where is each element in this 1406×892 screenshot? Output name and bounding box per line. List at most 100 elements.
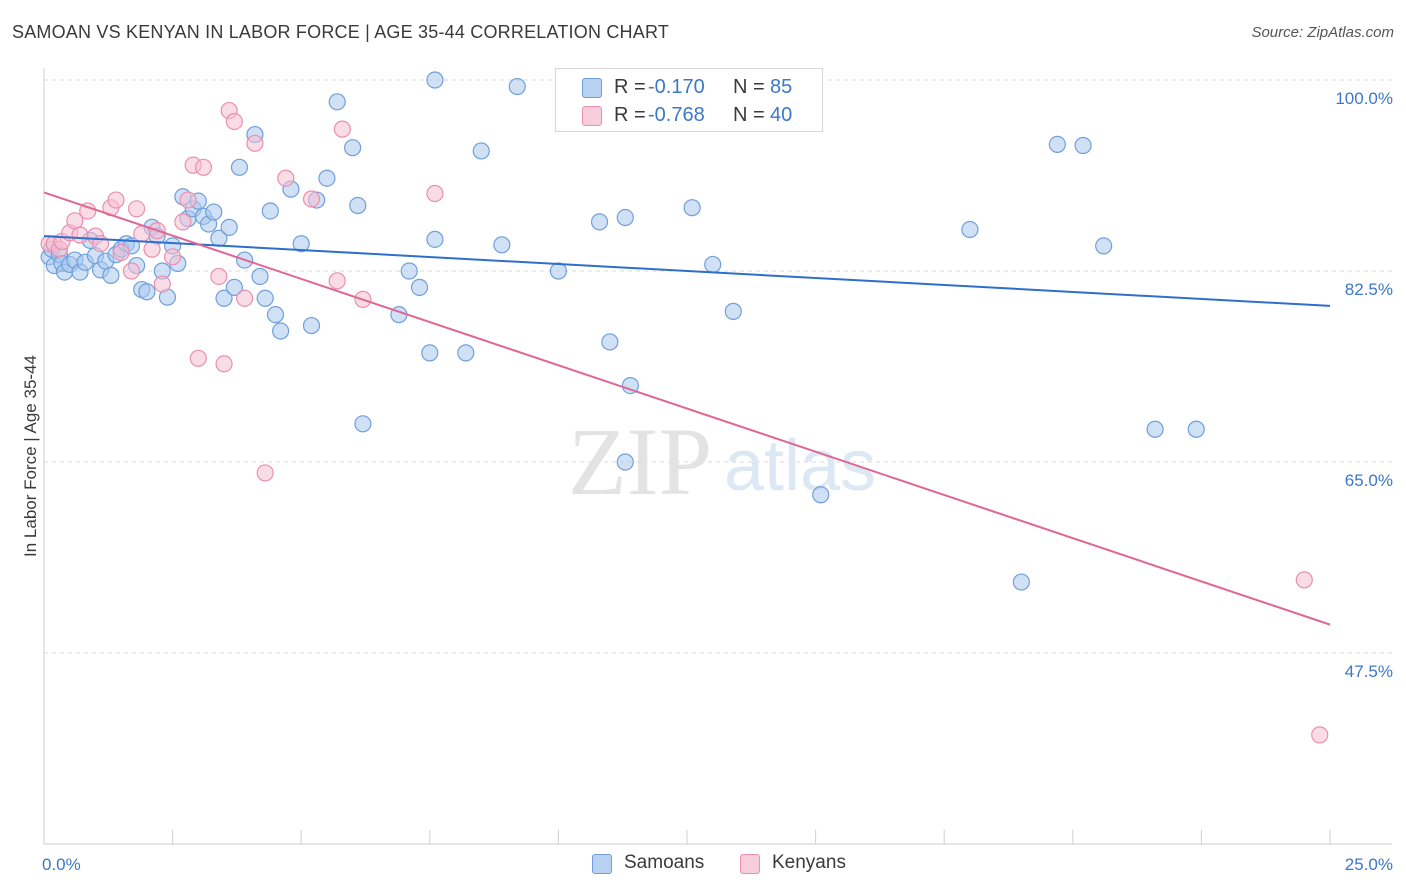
samoan-point	[215, 289, 233, 307]
axes	[43, 68, 1392, 845]
kenyan-point	[127, 200, 146, 218]
samoan-point	[251, 267, 269, 286]
samoan-swatch	[582, 78, 602, 98]
samoan-point	[508, 77, 526, 96]
samoan-point	[1187, 420, 1205, 438]
samoan-point	[683, 199, 701, 217]
samoan-point	[724, 302, 742, 320]
y-axis-label: In Labor Force | Age 35-44	[21, 355, 40, 557]
y-tick-label: 47.5%	[1345, 662, 1393, 681]
kenyan-point	[71, 226, 89, 244]
samoan-trend-line	[43, 235, 1331, 307]
legend-n-label: N =	[733, 76, 765, 98]
samoan-point	[621, 377, 640, 395]
samoan-point	[616, 208, 634, 227]
legend-n-label: N =	[733, 104, 765, 126]
y-tick-label: 82.5%	[1345, 280, 1393, 299]
samoan-point	[292, 235, 310, 253]
samoan-point	[549, 262, 568, 280]
samoan-point	[410, 278, 429, 296]
samoan-point	[457, 344, 475, 362]
samoan-point	[256, 289, 274, 307]
samoan-point	[344, 139, 362, 157]
samoan-point	[961, 220, 979, 239]
kenyan-point	[1311, 726, 1329, 744]
samoan-point	[1074, 136, 1092, 155]
samoan-point	[230, 158, 249, 176]
samoan-legend-label: Samoans	[624, 852, 705, 873]
legend-r-value: -0.768	[648, 104, 705, 126]
y-tick-label: 65.0%	[1345, 471, 1393, 490]
legend-r-label: R =	[614, 104, 646, 126]
kenyan-point	[256, 464, 274, 482]
legend-row-samoans: R = -0.170 N = 85	[556, 72, 822, 102]
samoan-point	[426, 71, 444, 89]
watermark-zip: ZIP	[568, 408, 712, 515]
kenyan-point	[153, 275, 171, 293]
kenyan-point	[225, 112, 243, 131]
samoan-point	[318, 169, 336, 187]
samoan-point	[400, 262, 418, 280]
tick-labels: 100.0% 82.5% 65.0% 47.5% 0.0% 25.0%	[42, 89, 1393, 874]
x-tick-label: 0.0%	[42, 855, 81, 874]
samoan-point	[205, 203, 223, 221]
kenyan-point	[174, 213, 192, 231]
kenyan-point	[1295, 571, 1313, 589]
legend-row-kenyans: R = -0.768 N = 40	[556, 100, 822, 130]
kenyan-trend-line	[43, 191, 1331, 626]
legend-n-value: 85	[770, 76, 793, 98]
kenyan-point	[164, 248, 182, 266]
kenyan-point	[426, 184, 444, 203]
samoan-point	[302, 316, 321, 335]
samoan-point	[220, 218, 238, 236]
samoan-point	[1095, 237, 1113, 255]
samoan-point	[1146, 420, 1164, 438]
kenyan-point	[79, 202, 97, 220]
x-tick-label: 25.0%	[1345, 855, 1393, 874]
samoan-point	[349, 196, 367, 215]
legend-n-value: 40	[770, 104, 793, 126]
kenyan-point	[179, 191, 197, 209]
kenyan-point	[122, 262, 141, 280]
kenyan-point	[302, 190, 321, 208]
y-tick-label: 100.0%	[1335, 89, 1393, 108]
kenyan-point	[236, 289, 254, 307]
kenyan-swatch	[582, 106, 602, 126]
samoan-point	[261, 202, 279, 220]
kenyan-point	[112, 243, 130, 262]
correlation-legend: R = -0.170 N = 85 R = -0.768 N = 40	[555, 68, 823, 132]
samoan-point	[472, 142, 490, 160]
samoan-point	[704, 255, 722, 274]
kenyan-point	[143, 240, 161, 258]
samoan-point	[138, 283, 156, 301]
kenyan-point	[107, 191, 125, 209]
kenyan-point	[215, 355, 233, 373]
samoan-point	[1048, 135, 1066, 153]
samoan-point	[616, 453, 634, 471]
samoan-point	[266, 306, 285, 324]
legend-r-value: -0.170	[648, 76, 705, 98]
samoan-point	[225, 278, 243, 296]
chart-title: SAMOAN VS KENYAN IN LABOR FORCE | AGE 35…	[12, 22, 670, 42]
kenyan-point	[133, 225, 151, 243]
kenyan-point	[277, 169, 295, 187]
kenyan-point	[328, 272, 346, 290]
samoan-point	[590, 213, 609, 231]
samoan-point	[272, 322, 290, 340]
samoan-point	[328, 93, 346, 111]
samoan-point	[421, 344, 439, 362]
kenyan-point	[194, 158, 213, 176]
kenyan-point	[210, 267, 228, 286]
samoan-point	[426, 230, 444, 248]
kenyan-legend-label: Kenyans	[772, 852, 846, 873]
kenyan-legend-swatch	[740, 854, 760, 874]
samoan-point	[601, 333, 619, 351]
kenyan-point	[333, 120, 351, 138]
watermark-atlas: atlas	[724, 426, 876, 506]
samoan-point	[812, 486, 830, 504]
kenyan-point	[189, 349, 207, 367]
samoan-point	[493, 236, 511, 254]
samoan-point	[354, 415, 372, 433]
source-label: Source: ZipAtlas.com	[1251, 24, 1394, 41]
